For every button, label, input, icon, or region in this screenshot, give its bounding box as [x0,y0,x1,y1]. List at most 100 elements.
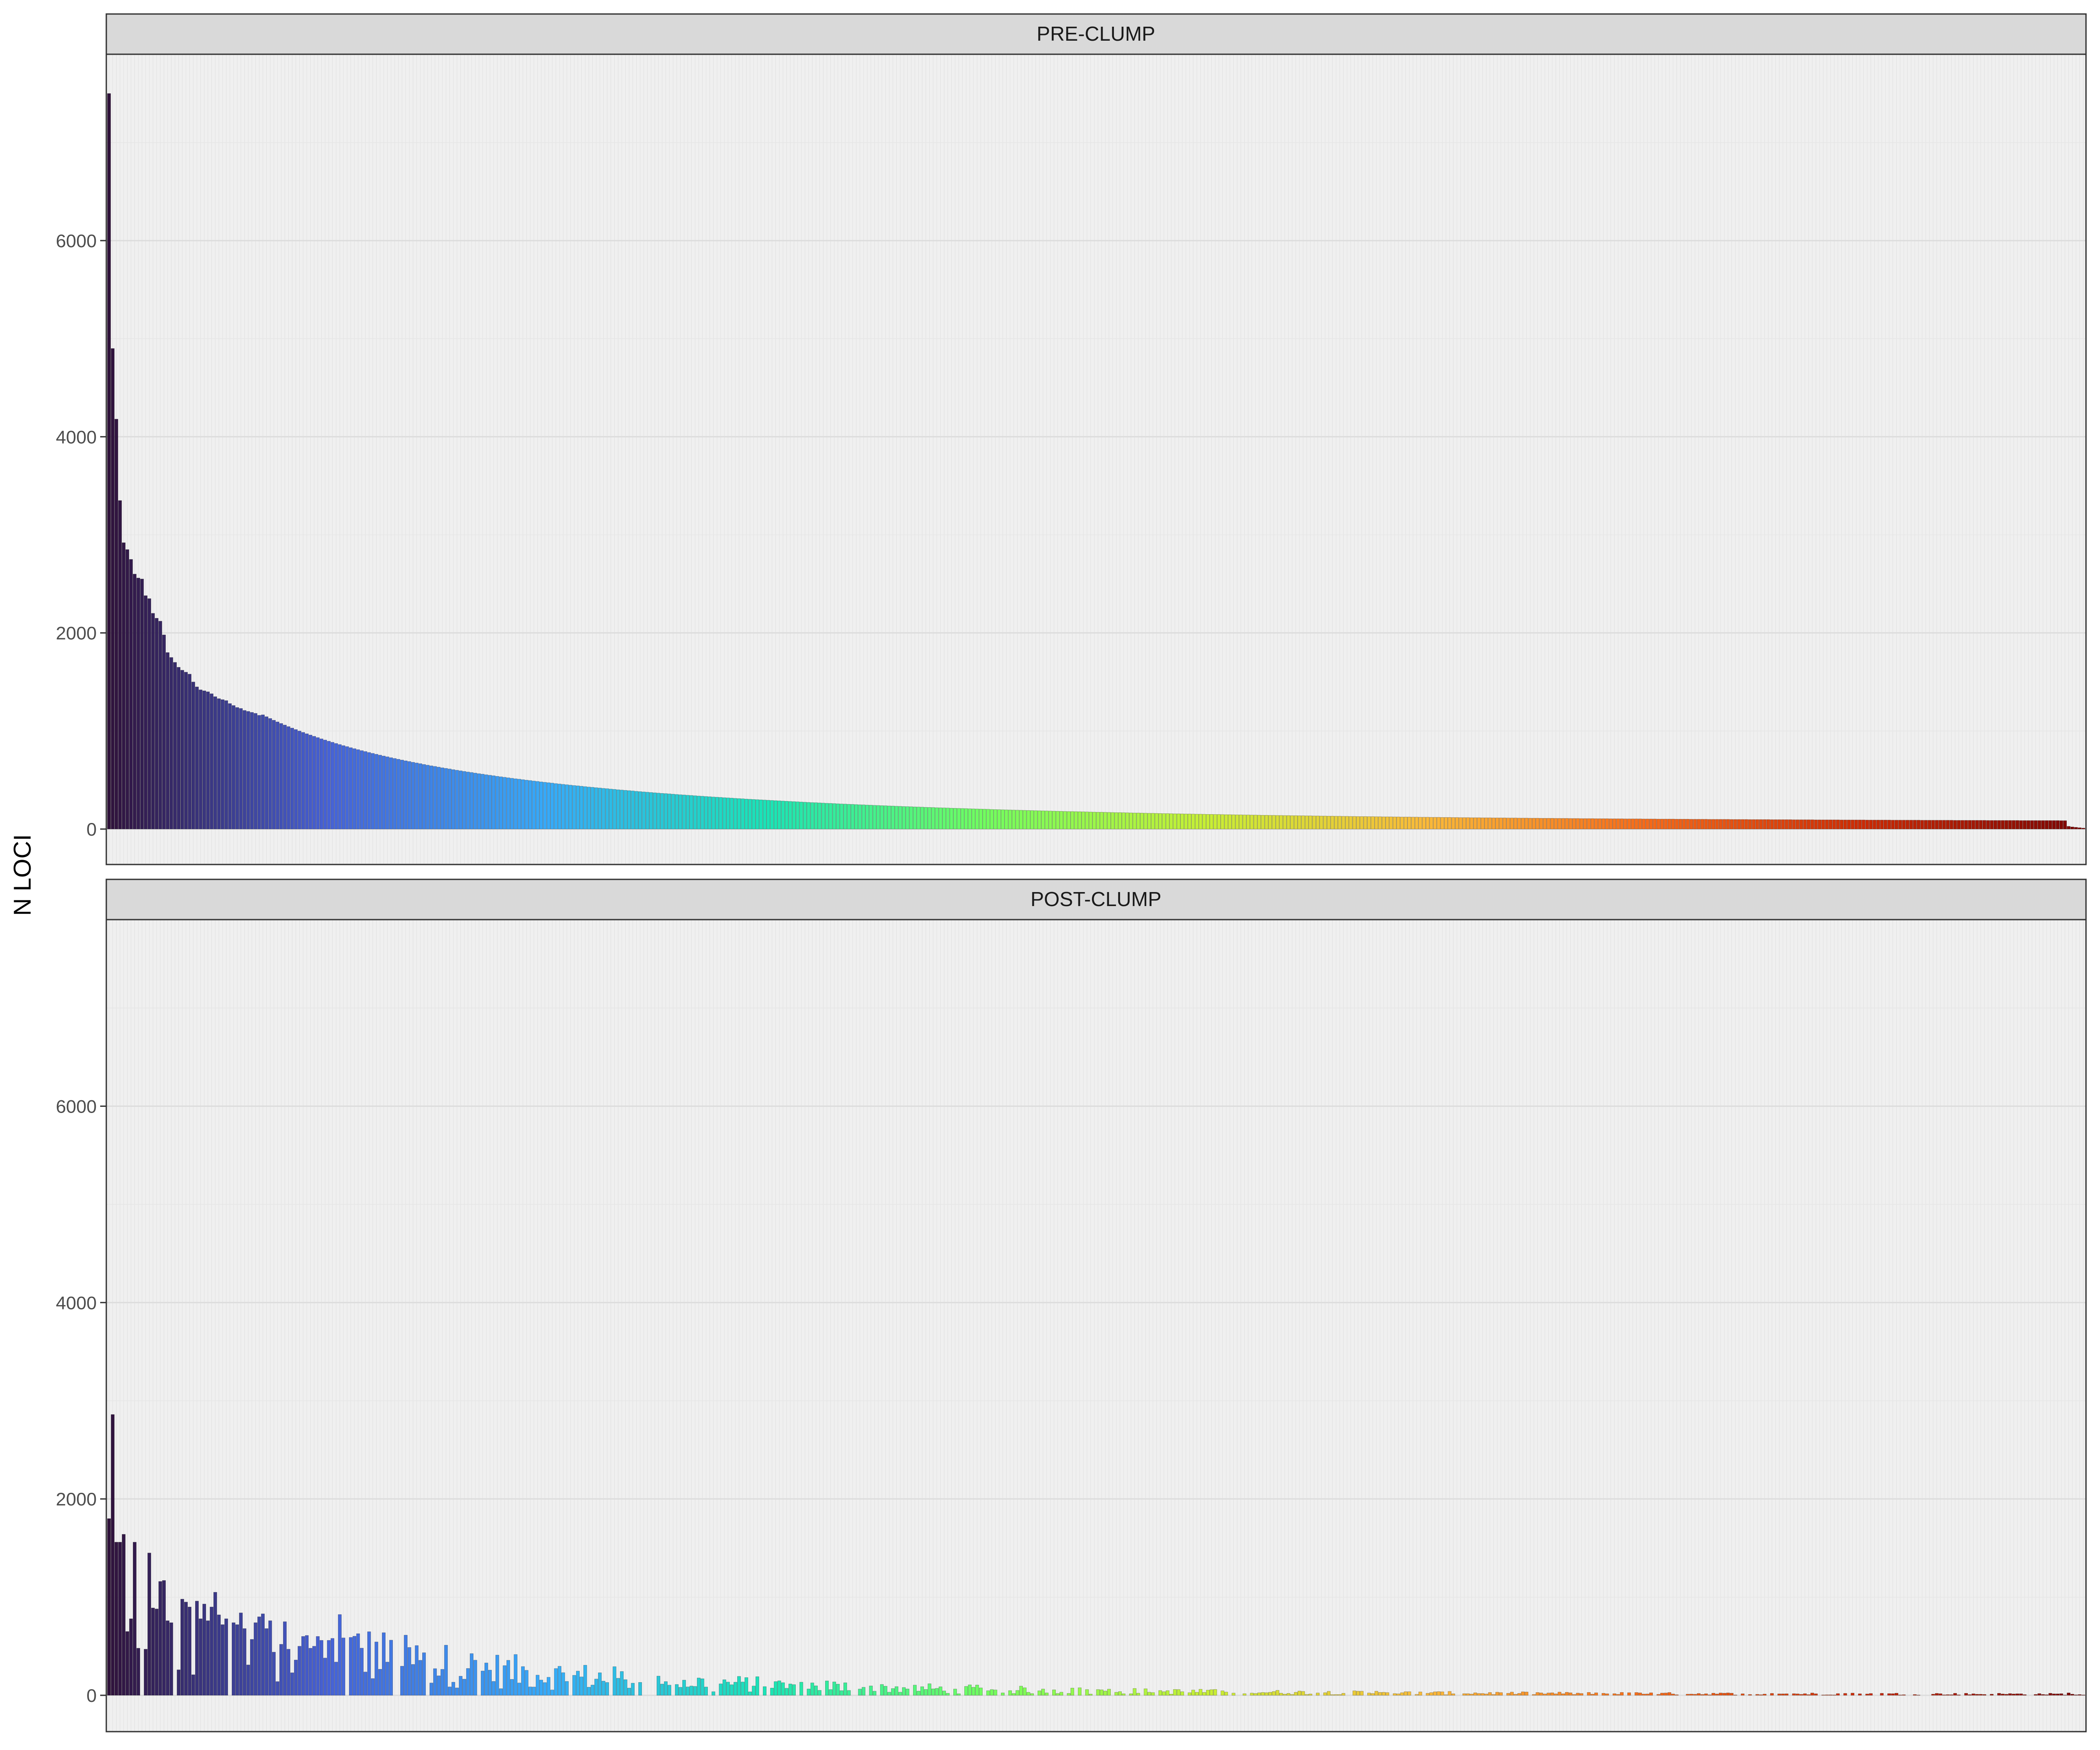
y-axis-pre-clump: 0 2000 4000 6000 [56,231,106,840]
bar [1096,812,1100,830]
bar [752,799,756,830]
bar [990,809,994,830]
bar [469,1653,474,1696]
bar [1349,816,1353,830]
bar [1257,815,1261,830]
bar [1990,1694,1994,1696]
bar [1341,816,1345,830]
bar [982,809,987,830]
bar [1718,1693,1723,1696]
bar [162,1580,166,1696]
bar [1275,1690,1280,1696]
bar [385,1662,389,1696]
bar [1579,818,1583,830]
bar [1982,820,1986,830]
bar [1792,819,1796,830]
bar [1554,818,1558,830]
bar [433,1668,437,1696]
bar [1638,819,1642,830]
bar [1034,810,1038,830]
bar [895,1686,899,1696]
bar [125,1631,130,1696]
bar [195,1601,199,1696]
bar [861,805,866,830]
y-tick-label: 6000 [56,231,97,251]
bar [986,809,990,830]
bar [1144,813,1148,830]
bar [345,746,349,830]
bar [1484,1694,1488,1696]
bar [1422,817,1426,830]
bar [861,1687,866,1696]
bar [605,788,609,830]
bar [341,745,346,830]
bar [1151,813,1155,830]
bar [378,1669,382,1696]
bar [1891,820,1895,830]
bar [1971,1694,1975,1696]
bar [448,769,452,830]
bar [781,801,785,830]
bar [693,795,697,830]
bar [1605,1694,1609,1696]
bar [433,766,437,830]
bar [1045,1692,1049,1696]
bar [1462,1693,1466,1696]
bar [1202,1692,1206,1696]
bar [371,753,375,830]
bar [349,747,353,830]
bar [1250,815,1254,830]
bar [799,1682,803,1696]
bar [1136,1693,1140,1696]
bar [224,700,228,830]
bar [656,793,661,830]
bar [484,1662,488,1696]
bar [122,1534,126,1696]
bar [594,788,598,830]
bar [1385,1692,1390,1696]
bar [1576,1693,1580,1696]
bar [1781,819,1785,830]
bar [829,1689,833,1696]
bar [1133,1688,1137,1696]
bar [462,1679,466,1696]
bar [543,1682,547,1696]
bar [1195,814,1199,830]
bar [253,1622,258,1696]
bar [165,1620,170,1696]
bar [891,1688,895,1696]
bar [1796,819,1799,830]
bar [1880,819,1884,830]
bar [224,1618,228,1696]
bar [700,796,704,830]
y-tick-label: 0 [87,1685,97,1706]
bar [1656,819,1660,830]
bar [129,1618,133,1696]
bar [898,806,902,830]
bar [213,696,217,830]
bar [1063,811,1067,830]
bar [810,802,814,830]
bar [147,598,151,830]
bar [1616,819,1620,830]
bar [253,713,258,830]
bar [1144,1688,1148,1696]
bar [1085,1689,1089,1696]
bar [869,805,873,830]
bar [938,807,942,830]
bar [814,1685,818,1696]
bar [298,731,301,830]
bar [1363,816,1368,830]
bar [250,712,254,830]
bar [799,802,803,830]
bar [1956,820,1961,830]
bar [1843,819,1847,830]
bar [191,682,195,830]
bar [1323,816,1327,830]
bar [1781,1694,1785,1696]
bar [1129,1694,1133,1696]
bar [715,797,719,830]
bar [1312,816,1316,830]
bar [1129,812,1133,830]
bar [1279,815,1283,830]
